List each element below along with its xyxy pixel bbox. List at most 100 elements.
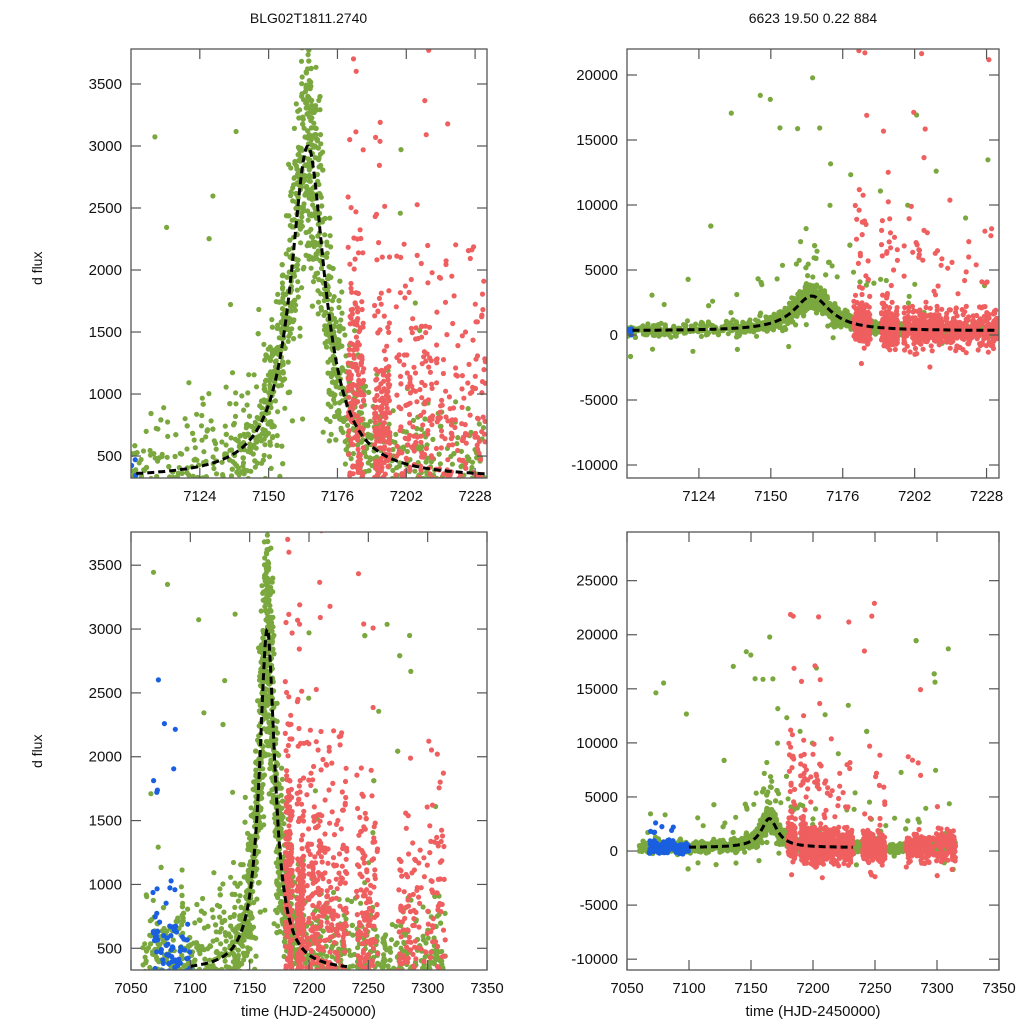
data-point-green bbox=[317, 132, 324, 138]
data-point-red bbox=[459, 482, 464, 487]
data-point-green bbox=[309, 303, 315, 309]
data-point-red bbox=[855, 260, 862, 266]
data-point-red bbox=[354, 368, 360, 374]
data-point-red bbox=[923, 304, 929, 311]
data-point-red bbox=[430, 536, 435, 541]
data-point-red bbox=[861, 218, 868, 224]
data-point-green bbox=[383, 479, 388, 484]
data-point-green bbox=[331, 324, 337, 330]
data-point-red bbox=[374, 404, 380, 410]
data-point-red bbox=[884, 250, 890, 256]
data-point-red bbox=[479, 291, 486, 297]
data-point-green bbox=[326, 438, 332, 444]
data-point-green bbox=[377, 0, 382, 1]
data-point-green bbox=[427, 494, 432, 499]
data-point-green bbox=[316, 210, 322, 216]
data-point-red bbox=[452, 417, 458, 423]
data-point-green bbox=[279, 273, 285, 279]
data-point-green bbox=[469, 459, 476, 465]
data-point-green bbox=[291, 336, 297, 342]
data-point-red bbox=[373, 496, 378, 501]
data-point-red bbox=[349, 554, 354, 559]
plot-frame bbox=[130, 48, 488, 479]
data-point-red bbox=[408, 591, 413, 596]
data-point-red bbox=[852, 292, 859, 298]
data-point-red bbox=[473, 356, 479, 362]
data-point-red bbox=[425, 507, 430, 512]
data-point-green bbox=[189, 481, 194, 486]
data-point-red bbox=[894, 312, 900, 318]
data-point-green bbox=[147, 447, 153, 454]
data-point-green bbox=[359, 500, 364, 505]
data-point-green bbox=[309, 190, 315, 196]
data-point-red bbox=[382, 507, 387, 512]
data-point-green bbox=[827, 202, 833, 208]
data-point-green bbox=[810, 75, 816, 81]
data-point-green bbox=[228, 473, 235, 478]
data-point-red bbox=[479, 429, 485, 435]
data-point-green bbox=[223, 442, 229, 448]
data-point-green bbox=[439, 507, 444, 512]
data-point-green bbox=[333, 437, 339, 443]
data-point-green bbox=[317, 94, 323, 100]
data-point-red bbox=[373, 366, 379, 372]
data-point-red bbox=[482, 439, 487, 445]
data-point-green bbox=[338, 425, 344, 431]
data-point-red bbox=[352, 301, 358, 307]
data-point-green bbox=[240, 486, 245, 491]
data-point-red bbox=[407, 467, 413, 473]
data-point-red bbox=[357, 508, 362, 513]
data-point-green bbox=[736, 333, 742, 339]
data-point-red bbox=[413, 552, 418, 557]
data-point-red bbox=[383, 519, 388, 524]
data-point-red bbox=[440, 575, 445, 580]
data-point-red bbox=[465, 522, 470, 527]
data-point-green bbox=[358, 39, 363, 44]
data-point-red bbox=[355, 309, 361, 315]
data-point-green bbox=[746, 328, 753, 334]
data-point-green bbox=[227, 301, 234, 308]
data-point-red bbox=[383, 519, 388, 524]
data-point-green bbox=[261, 397, 267, 403]
data-point-green bbox=[416, 511, 421, 516]
data-point-green bbox=[191, 437, 197, 443]
data-point-green bbox=[174, 474, 181, 478]
data-point-red bbox=[884, 290, 891, 297]
data-point-green bbox=[649, 292, 655, 298]
data-point-green bbox=[213, 471, 220, 477]
data-point-green bbox=[404, 448, 410, 455]
data-point-green bbox=[430, 594, 435, 599]
data-point-red bbox=[440, 357, 447, 363]
data-point-red bbox=[429, 422, 435, 428]
data-point-red bbox=[373, 134, 379, 140]
data-point-green bbox=[233, 463, 240, 469]
data-point-red bbox=[429, 496, 434, 501]
data-point-green bbox=[803, 322, 809, 328]
data-point-red bbox=[397, 623, 402, 628]
data-point-red bbox=[374, 483, 379, 488]
data-point-red bbox=[426, 544, 431, 549]
data-point-green bbox=[365, 21, 370, 26]
data-point-green bbox=[306, 58, 312, 64]
data-point-red bbox=[406, 693, 411, 698]
data-point-green bbox=[258, 438, 264, 444]
data-point-red bbox=[377, 602, 382, 607]
data-point-red bbox=[439, 584, 444, 589]
data-point-red bbox=[894, 247, 900, 253]
data-point-red bbox=[420, 422, 426, 428]
data-point-green bbox=[280, 461, 286, 467]
data-point-green bbox=[227, 401, 233, 407]
data-point-green bbox=[146, 514, 151, 519]
data-point-red bbox=[386, 565, 391, 570]
data-point-green bbox=[305, 128, 311, 134]
data-point-green bbox=[310, 235, 316, 241]
data-point-green bbox=[348, 456, 354, 462]
data-point-green bbox=[216, 513, 221, 518]
data-point-red bbox=[911, 109, 917, 115]
data-point-red bbox=[427, 521, 432, 526]
data-point-red bbox=[422, 512, 427, 517]
data-point-red bbox=[412, 370, 419, 376]
data-point-red bbox=[474, 545, 479, 550]
data-point-green bbox=[478, 531, 483, 536]
data-point-red bbox=[350, 556, 355, 561]
